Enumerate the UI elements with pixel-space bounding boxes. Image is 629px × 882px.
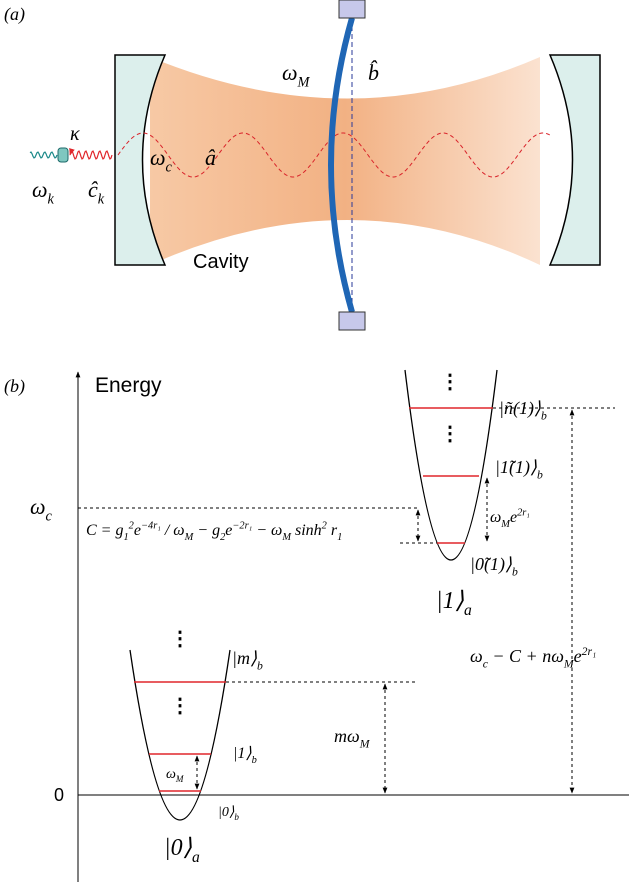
math-part: C = g bbox=[86, 522, 123, 539]
clamp-top bbox=[339, 0, 365, 18]
math-part: |0⟩ bbox=[218, 805, 235, 820]
math-part: e bbox=[574, 646, 582, 666]
gap-label: ωM bbox=[166, 767, 184, 784]
label: b̂ bbox=[368, 60, 379, 85]
math-part: b bbox=[234, 812, 239, 822]
gap-label: mωM bbox=[334, 726, 371, 750]
right-mirror bbox=[550, 55, 600, 265]
math-part: |ñ(1)⟩ bbox=[499, 398, 541, 419]
math-part: e bbox=[134, 522, 141, 539]
math-part: ω bbox=[470, 646, 483, 666]
axis-label: Energy bbox=[95, 374, 162, 397]
math-part: ω bbox=[30, 494, 46, 519]
state-label: |1̃(1)⟩b bbox=[495, 457, 543, 481]
math-part: a bbox=[464, 602, 472, 619]
clamp-bottom bbox=[339, 312, 365, 330]
panel-label: (a) bbox=[4, 4, 25, 25]
math-part: M bbox=[297, 75, 311, 91]
state-label: |0̃(1)⟩b bbox=[470, 554, 518, 578]
math-part: 1 bbox=[123, 532, 128, 543]
math-part: − ω bbox=[252, 522, 282, 539]
math-part: |1⟩ bbox=[436, 588, 465, 614]
math-part: ω bbox=[166, 767, 176, 782]
figure: ⋮ ⋮ ⋮ ⋮ (a)ωMb̂κωcâωkĉkCavity(b)Energyωc… bbox=[0, 0, 629, 882]
math-part: mω bbox=[334, 726, 360, 746]
state-label: |m⟩b bbox=[232, 648, 263, 672]
math-part: â bbox=[205, 145, 216, 170]
label: â bbox=[205, 145, 216, 170]
label: Cavity bbox=[193, 251, 249, 273]
math-part: |m⟩ bbox=[232, 648, 257, 668]
panel-label: (b) bbox=[4, 376, 25, 397]
math-part: ω bbox=[150, 145, 166, 170]
state-label: |0⟩a bbox=[164, 835, 200, 866]
math-part: k bbox=[48, 192, 55, 208]
math-part: b bbox=[537, 468, 543, 481]
bath-wave bbox=[30, 152, 57, 158]
math-part: b̂ bbox=[368, 60, 379, 85]
math-part: M bbox=[175, 774, 184, 784]
label: ωk bbox=[32, 177, 55, 208]
upper-potential bbox=[405, 370, 497, 560]
math-part: k bbox=[98, 192, 105, 208]
math-part: |1̃(1)⟩ bbox=[495, 457, 537, 478]
ellipsis: ⋮ bbox=[170, 695, 190, 717]
math-part: 2r₁ bbox=[517, 508, 530, 519]
state-label: |1⟩a bbox=[436, 588, 472, 619]
math-part: b bbox=[257, 659, 263, 672]
math-part: e bbox=[225, 522, 232, 539]
label: ωM bbox=[282, 60, 311, 91]
tick-label: 0 bbox=[54, 785, 64, 805]
formula: C = g12e−4r₁ / ωM − g2e−2r₁ − ωM sinh2 r… bbox=[86, 521, 342, 543]
math-part: b bbox=[541, 409, 547, 422]
math-part: e bbox=[510, 509, 517, 526]
label: κ bbox=[70, 123, 80, 145]
math-part: ω bbox=[490, 509, 501, 526]
math-part: c bbox=[166, 160, 173, 176]
math-part: −2r₁ bbox=[232, 521, 252, 532]
leak-wave bbox=[70, 151, 112, 159]
math-part: sinh bbox=[291, 522, 322, 539]
gap-label: ωMe2r₁ bbox=[490, 508, 530, 530]
state-label: |ñ(1)⟩b bbox=[499, 398, 547, 422]
math-part: |0⟩ bbox=[164, 835, 193, 861]
math-part: ω bbox=[282, 60, 298, 85]
math-part: κ bbox=[70, 123, 80, 145]
math-part: b bbox=[512, 565, 518, 578]
math-part: 2r₁ bbox=[582, 645, 596, 658]
state-label: |1⟩b bbox=[233, 745, 257, 766]
ellipsis: ⋮ bbox=[440, 371, 460, 393]
math-part: / ω bbox=[161, 522, 185, 539]
math-part: ĉ bbox=[88, 177, 98, 202]
ellipses: ⋮ ⋮ ⋮ ⋮ bbox=[170, 371, 460, 717]
ellipsis: ⋮ bbox=[440, 423, 460, 445]
detector bbox=[58, 148, 68, 162]
math-part: a bbox=[192, 849, 200, 866]
math-part: 1 bbox=[337, 532, 342, 543]
math-part: c bbox=[46, 509, 53, 525]
math-part: |0̃(1)⟩ bbox=[470, 554, 512, 575]
tick-label: ωc bbox=[30, 494, 53, 525]
math-part: − g bbox=[193, 522, 220, 539]
state-label: |0⟩b bbox=[218, 805, 239, 822]
math-part: −4r₁ bbox=[141, 521, 161, 532]
math-part: |1⟩ bbox=[233, 745, 252, 762]
math-part: ω bbox=[32, 177, 48, 202]
math-part: − C + nω bbox=[488, 646, 564, 666]
math-part: b bbox=[252, 755, 257, 766]
label: ĉk bbox=[88, 177, 105, 208]
math-part: M bbox=[359, 737, 371, 750]
ellipsis: ⋮ bbox=[170, 628, 190, 650]
gap-label: ωc − C + nωMe2r₁ bbox=[470, 645, 596, 671]
